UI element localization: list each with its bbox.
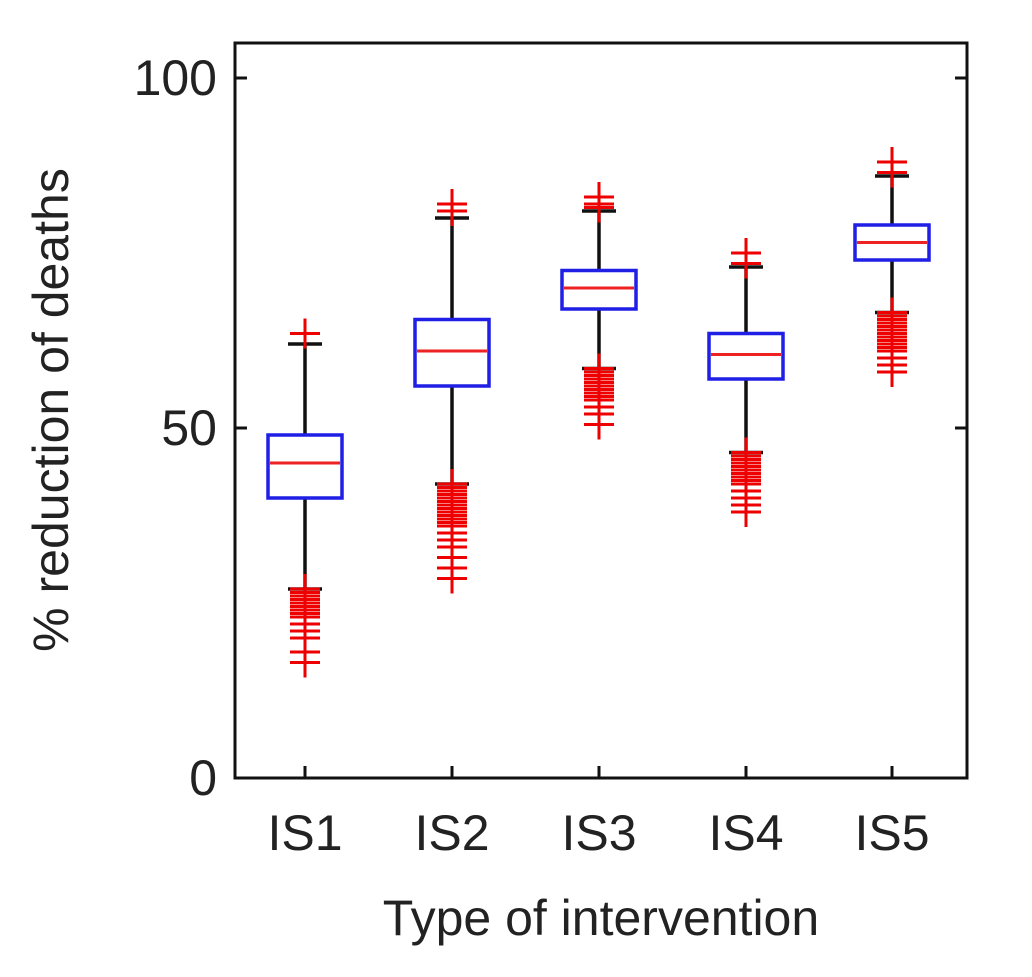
- x-tick-label-IS2: IS2: [414, 805, 489, 861]
- outlier-point: [877, 147, 907, 177]
- box-IS4: [707, 238, 785, 527]
- box-iqr: [266, 433, 344, 500]
- outlier-point: [584, 409, 614, 440]
- box-IS2: [413, 189, 491, 594]
- box-IS5: [853, 147, 931, 387]
- outlier-point: [437, 189, 467, 219]
- outlier-point: [290, 318, 320, 349]
- outlier-point: [437, 563, 467, 594]
- y-tick-label-50: 50: [161, 400, 217, 456]
- x-tick-label-IS1: IS1: [267, 805, 342, 861]
- box-iqr: [413, 317, 491, 388]
- x-tick-label-IS5: IS5: [854, 805, 929, 861]
- box-IS3: [560, 182, 638, 440]
- x-tick-label-IS3: IS3: [561, 805, 636, 861]
- box-iqr: [560, 268, 638, 311]
- x-axis-label: Type of intervention: [383, 890, 819, 946]
- outlier-point: [877, 357, 907, 387]
- y-tick-label-0: 0: [189, 750, 217, 806]
- outlier-point: [731, 238, 761, 268]
- x-tick-label-IS4: IS4: [708, 805, 783, 861]
- plot-frame: [233, 41, 969, 780]
- boxes-layer: [266, 147, 931, 678]
- box-IS1: [266, 318, 344, 678]
- outlier-point: [731, 497, 761, 527]
- y-tick-label-100: 100: [134, 50, 217, 106]
- ticks-layer: 0 50 100 IS1 IS2 IS3 IS4 IS5: [134, 50, 967, 861]
- y-axis-label: % reduction of deaths: [23, 168, 79, 652]
- outlier-point: [290, 647, 320, 678]
- outlier-point: [584, 182, 614, 212]
- box-iqr: [707, 331, 785, 381]
